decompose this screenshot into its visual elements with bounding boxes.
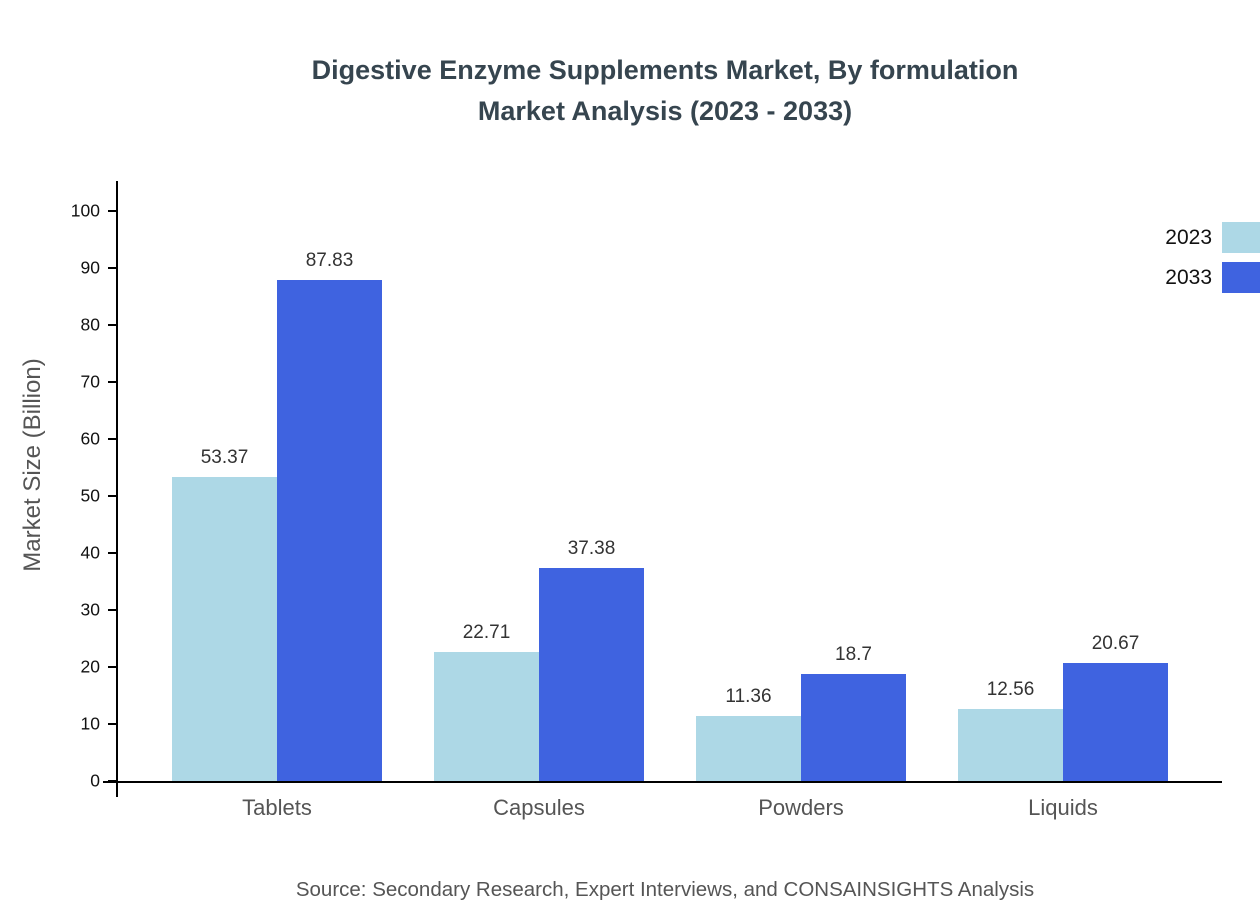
bar-value-label: 22.71: [462, 621, 511, 643]
y-tick-mark: [108, 666, 116, 668]
bar-value-label: 18.7: [835, 644, 872, 666]
y-axis-label: Market Size (Billion): [19, 358, 46, 572]
bar-value-label: 11.36: [725, 686, 772, 708]
y-tick-label: 20: [80, 656, 100, 677]
y-tick-mark: [108, 267, 116, 269]
y-tick-label: 70: [80, 371, 100, 392]
y-tick-label: 90: [80, 257, 100, 278]
x-category-label: Capsules: [493, 795, 585, 820]
legend-label: 2033: [1165, 265, 1212, 289]
bar-2033-powders: [801, 674, 906, 781]
bar-value-label: 12.56: [986, 679, 1035, 701]
source-note: Source: Secondary Research, Expert Inter…: [295, 878, 1035, 901]
chart-title-line2: Market Analysis (2023 - 2033): [477, 96, 853, 126]
bar-2023-powders: [696, 716, 801, 781]
bar-value-label: 87.83: [305, 250, 354, 272]
bar-2033-liquids: [1063, 663, 1168, 781]
x-category-label: Liquids: [1028, 795, 1098, 820]
chart-title: Digestive Enzyme Supplements Market, By …: [80, 50, 1250, 132]
y-tick-label: 30: [80, 599, 100, 620]
y-tick-label: 100: [70, 200, 100, 221]
y-tick-label: 0: [90, 770, 100, 791]
y-tick-label: 50: [80, 485, 100, 506]
y-tick-mark: [108, 780, 116, 782]
y-tick-label: 60: [80, 428, 100, 449]
y-tick-mark: [108, 324, 116, 326]
y-tick-mark: [108, 210, 116, 212]
y-tick-mark: [108, 609, 116, 611]
legend-item-2033: 2033: [1165, 262, 1260, 293]
bar-2023-capsules: [434, 651, 539, 781]
bar-value-label: 20.67: [1091, 633, 1140, 655]
y-tick-mark: [108, 552, 116, 554]
x-category-label: Powders: [758, 795, 844, 820]
bar-value-label: 37.38: [567, 537, 616, 559]
y-tick-mark: [108, 438, 116, 440]
x-category-label: Tablets: [242, 795, 312, 820]
legend-swatch: [1222, 262, 1260, 293]
bar-2023-tablets: [172, 476, 277, 781]
x-axis-line: [103, 781, 1222, 783]
y-tick-label: 40: [80, 542, 100, 563]
y-tick-mark: [108, 381, 116, 383]
bar-2033-capsules: [539, 567, 644, 781]
bar-value-label: 53.37: [200, 446, 249, 468]
legend-label: 2023: [1165, 225, 1212, 249]
chart-title-line1: Digestive Enzyme Supplements Market, By …: [311, 55, 1019, 85]
legend: 2023 2033: [1165, 222, 1260, 302]
plot-area: 0 10 20 30 40 50 60 70 80 90 100 53.37 87.83 Tablets 2…: [71, 181, 1222, 820]
y-axis-line: [116, 181, 118, 797]
bar-2023-liquids: [958, 709, 1063, 781]
y-tick-mark: [108, 495, 116, 497]
y-tick-label: 80: [80, 314, 100, 335]
legend-item-2023: 2023: [1165, 222, 1260, 253]
y-tick-label: 10: [80, 713, 100, 734]
bar-2033-tablets: [277, 280, 382, 781]
legend-swatch: [1222, 222, 1260, 253]
y-tick-mark: [108, 723, 116, 725]
